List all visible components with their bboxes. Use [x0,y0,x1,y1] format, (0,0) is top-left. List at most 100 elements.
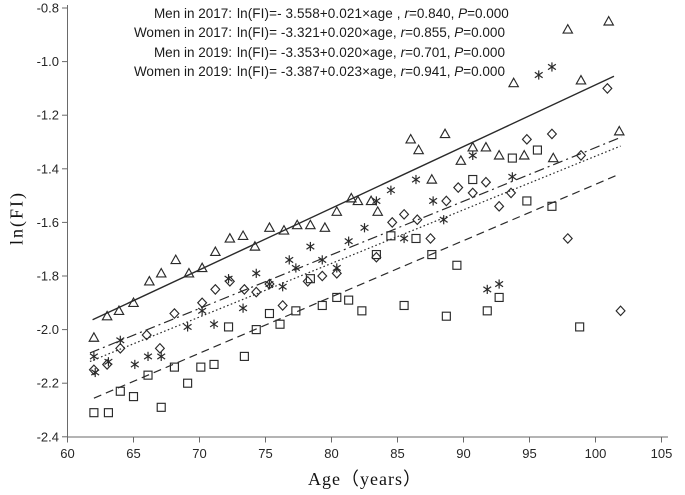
y-tick-label: -1.0 [37,54,59,69]
triangle-marker [196,261,208,273]
square-marker [452,260,462,270]
asterisk-marker [439,215,448,225]
asterisk-marker [291,263,301,273]
x-tick-label: 65 [126,446,140,461]
triangle-marker [263,221,276,232]
annotation-row: Women in 2019: ln(FI)= -3.387+0.023×age, … [92,62,509,81]
asterisk-marker [252,268,261,278]
x-tick-label: 60 [60,446,74,461]
annotation-row: Women in 2017: ln(FI)= -3.321+0.020×age, … [92,23,509,42]
axes [67,5,668,438]
triangle-marker [493,149,505,160]
triangle-marker [405,133,417,144]
y-tick-label: -0.8 [37,1,59,16]
asterisk-marker [306,241,315,252]
annotation-r-symbol: r [400,25,406,41]
triangle-marker [101,310,113,321]
series-men-in-2019-points [88,82,626,376]
triangle-marker [613,125,625,136]
diamond-marker [546,128,558,140]
square-marker [223,322,234,332]
triangle-marker [224,232,236,243]
y-tick-label: -1.4 [37,161,59,176]
regression-lines [89,75,623,399]
diamond-marker [331,267,342,279]
asterisk-marker [156,351,166,361]
triangle-marker [291,219,303,230]
annotation-series-label: Men in 2019: [153,44,232,60]
annotation-p-value: =0.000 [463,44,505,60]
asterisk-marker [360,223,369,233]
triangle-marker [365,194,377,206]
square-marker [371,249,381,260]
diamond-marker [101,358,113,370]
triangle-marker [278,224,290,235]
diamond-marker [602,82,613,94]
square-marker [427,249,437,260]
triangle-marker [304,219,317,230]
asterisk-marker [130,359,140,370]
triangle-marker [88,331,100,342]
triangle-marker [467,141,479,152]
diamond-marker [115,342,126,354]
annotation-r-symbol: r [400,44,406,60]
square-marker [169,362,179,372]
asterisk-marker [411,174,421,185]
square-marker [468,174,478,185]
diamond-marker [441,195,452,207]
y-tick-label: -1.8 [37,269,59,284]
x-tick-label: 80 [324,446,338,461]
triangle-marker [143,275,156,286]
regression-annotations: Men in 2017: ln(FI)=- 3.558+0.021×age , r… [92,4,509,81]
square-marker [441,311,451,321]
asterisk-marker [483,284,492,294]
diamond-marker [480,176,492,188]
asterisk-marker [494,279,504,289]
diamond-marker [302,275,313,287]
series-men-in-2017-points [89,145,585,418]
square-marker [196,362,206,372]
asterisk-marker [428,196,438,206]
y-tick-label: -1.2 [37,108,59,123]
triangle-marker [345,192,357,203]
y-axis-title: ln(FI) [6,191,27,245]
diamond-marker [371,251,382,263]
diamond-marker [277,299,288,312]
annotation-p-value: =0.000 [463,63,505,79]
x-tick-label: 90 [456,446,470,461]
annotation-equation: ln(FI)=- 3.558+0.021×age , [237,6,405,21]
diamond-marker [239,283,250,295]
diamond-marker [141,329,152,341]
annotation-equation: ln(FI)= -3.321+0.020×age, [237,25,401,41]
y-tick-label: -2.2 [37,376,59,391]
square-marker [103,408,113,418]
diamond-marker [387,216,398,228]
diamond-marker [154,342,166,354]
triangle-marker [249,240,261,251]
square-marker [115,386,125,396]
diamond-marker [562,232,573,245]
triangle-marker [439,127,451,139]
triangle-marker [575,74,587,85]
diamond-marker [505,187,517,199]
asterisk-marker [468,150,477,160]
asterisk-marker [278,282,287,292]
square-marker [128,392,139,402]
square-marker [411,233,421,244]
annotation-series-label: Men in 2017: [153,6,232,21]
triangle-marker [547,152,559,163]
square-marker [291,306,301,316]
triangle-marker [113,304,125,316]
diamond-marker [88,364,100,376]
regression-line-women-in-2017 [89,136,623,354]
asterisk-marker [534,70,543,80]
diamond-marker [425,232,436,245]
square-marker [532,145,542,155]
triangle-marker [412,144,425,155]
annotation-r-value: =0.701, [405,44,455,60]
y-tick-label: -2.4 [37,429,59,444]
triangle-marker [183,267,195,278]
square-marker [494,292,504,303]
